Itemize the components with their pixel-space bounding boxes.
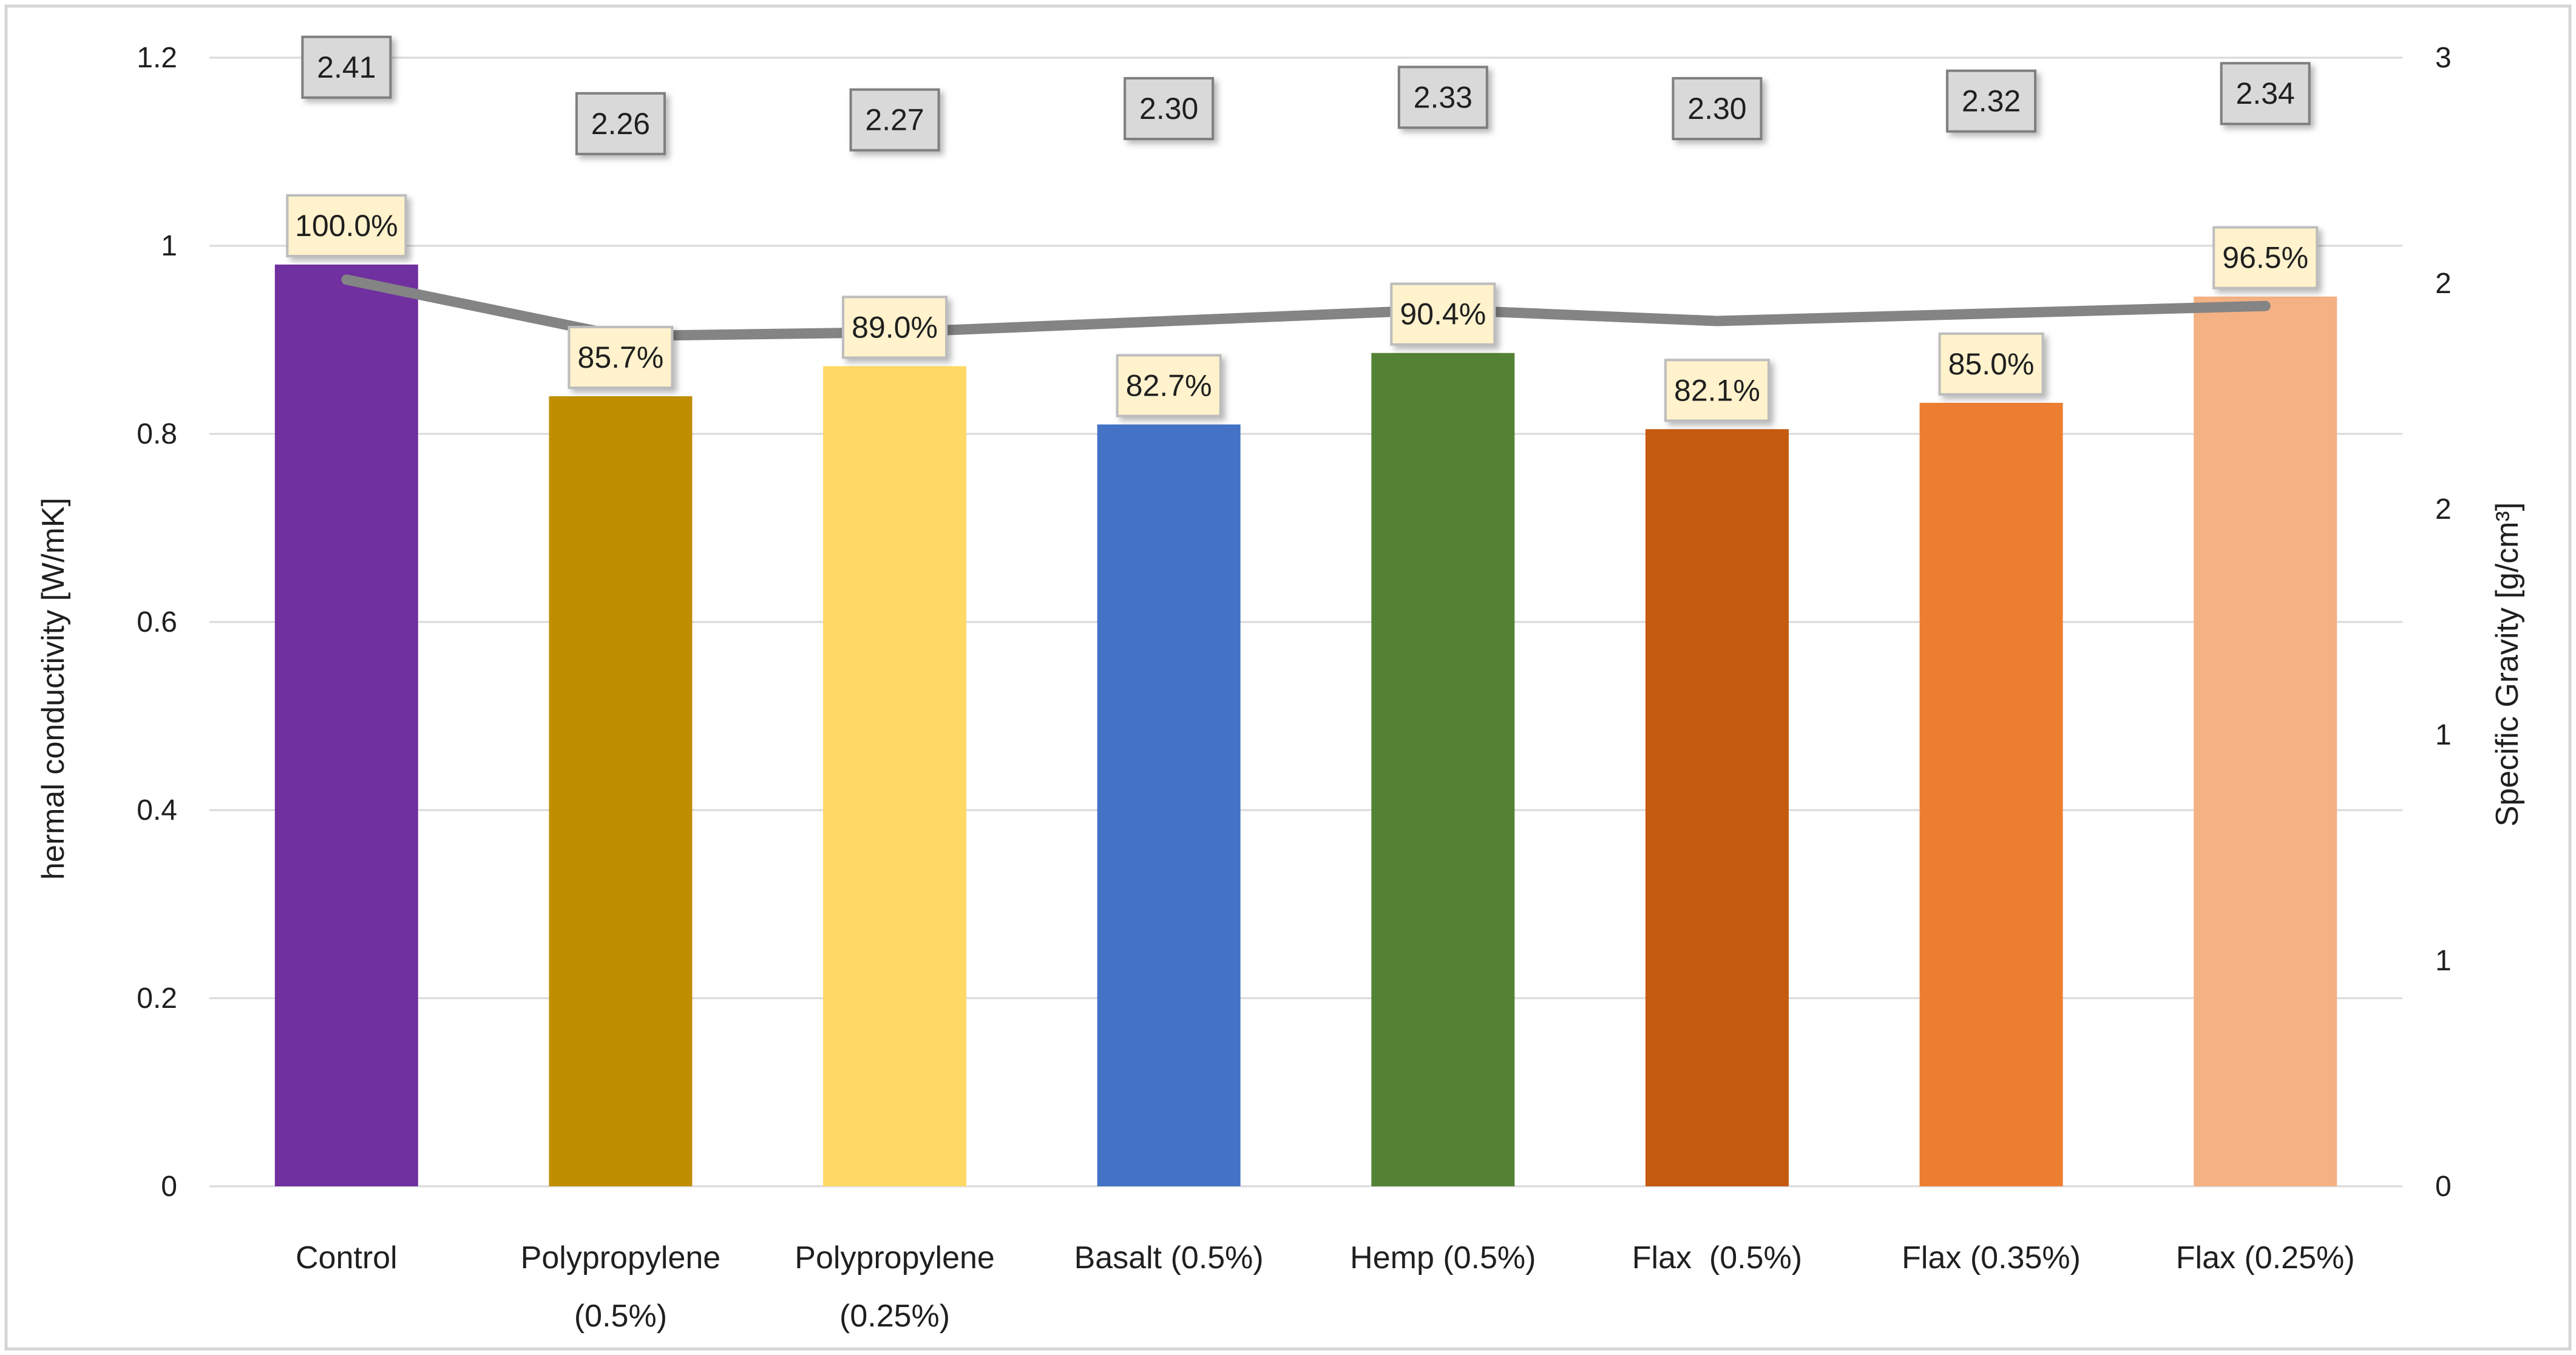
line-label: 2.26 (575, 92, 666, 155)
bar-label: 85.0% (1938, 332, 2044, 396)
bar-0 (274, 265, 418, 1186)
bar-label-text: 96.5% (2222, 241, 2308, 275)
category-label: Polypropylene (0.5%) (521, 1240, 721, 1334)
bar-label-box (1390, 282, 1496, 346)
bar-label-text: 90.4% (1400, 297, 1486, 331)
bar-data-labels: 100.0% 85.7% 89.0% 82.7% 90.4% 82.1% 85.0% 96.5… (286, 194, 2319, 422)
left-tick-label: 0.2 (137, 982, 177, 1015)
bar-label-text: 100.0% (295, 209, 398, 243)
right-tick-label: 1 (2435, 719, 2452, 751)
bar-series (274, 265, 2337, 1187)
line-label-text: 2.34 (2236, 76, 2295, 110)
line-label-box (575, 92, 666, 155)
bar-label: 90.4% (1390, 282, 1496, 346)
right-tick-label: 3 (2435, 42, 2452, 74)
bar-5 (1645, 429, 1789, 1186)
left-axis-title: hermal conductivity [W/mK] (36, 498, 71, 880)
line-label-text: 2.27 (865, 103, 924, 137)
right-tick-label: 1 (2435, 945, 2452, 977)
line-label-text: 2.41 (317, 50, 376, 84)
x-axis-category-labels: Control Polypropylene (0.5%) Polypropylene(… (296, 1240, 2355, 1334)
left-tick-label: 0 (161, 1171, 177, 1203)
bar-label-text: 85.0% (1948, 347, 2035, 381)
line-label-box (1946, 69, 2037, 133)
bar-label: 82.7% (1116, 354, 1222, 417)
bar-4 (1371, 353, 1515, 1187)
right-tick-label: 2 (2435, 493, 2452, 525)
bar-label: 89.0% (842, 296, 948, 359)
bar-label-box (1116, 354, 1222, 417)
bar-label-box (2212, 226, 2319, 289)
category-label: Hemp (0.5%) (1350, 1240, 1536, 1276)
line-label-box (301, 35, 392, 99)
bar-label-text: 82.7% (1126, 369, 1212, 403)
left-tick-label: 0.8 (137, 418, 177, 450)
category-label: Control (296, 1240, 398, 1276)
bar-label-text: 89.0% (852, 310, 938, 344)
line-label-text: 2.26 (591, 107, 650, 141)
left-tick-label: 0.6 (137, 606, 177, 638)
line-label: 2.32 (1946, 69, 2037, 133)
bar-label-box (1664, 359, 1770, 422)
line-label: 2.30 (1672, 77, 1763, 140)
bar-1 (549, 396, 693, 1186)
left-tick-label: 0.4 (137, 794, 177, 826)
right-axis-ticks: 0 1 1 2 2 3 (2435, 42, 2452, 1203)
line-label: 2.41 (301, 35, 392, 99)
category-label: Flax (0.5%) (1632, 1240, 1802, 1276)
bar-2 (823, 366, 967, 1186)
bar-label-box (286, 194, 407, 257)
line-label-text: 2.32 (1962, 84, 2021, 118)
category-label: Polypropylene (0.25%) (795, 1240, 995, 1334)
right-tick-label: 0 (2435, 1171, 2452, 1203)
line-label-text: 2.33 (1414, 80, 1473, 114)
bar-label-box (1938, 332, 2044, 396)
bar-3 (1097, 424, 1241, 1186)
line-data-labels: 2.41 2.26 2.27 2.30 2.33 2.30 2.32 2.34 (301, 35, 2311, 155)
right-axis-title: Specific Gravity [g/cm³] (2490, 502, 2525, 827)
chart-frame-border (4, 4, 2572, 1351)
right-tick-label: 2 (2435, 268, 2452, 300)
left-tick-label: 1.2 (137, 42, 177, 74)
bar-label: 96.5% (2212, 226, 2319, 289)
category-label: Basalt (0.5%) (1074, 1240, 1264, 1276)
line-label-box (2220, 62, 2311, 126)
category-label: Flax (0.25%) (2176, 1240, 2355, 1276)
bar-label-text: 85.7% (578, 340, 664, 374)
left-axis-ticks: 0 0.2 0.4 0.6 0.8 1 1.2 (137, 42, 177, 1203)
line-label-text: 2.30 (1139, 92, 1198, 126)
category-label: Flax (0.35%) (1902, 1240, 2081, 1276)
bar-label: 82.1% (1664, 359, 1770, 422)
bar-label: 100.0% (286, 194, 407, 257)
line-label-box (1397, 66, 1488, 129)
line-label-text: 2.30 (1687, 92, 1746, 126)
line-label-box (1672, 77, 1763, 140)
line-label: 2.27 (849, 88, 940, 152)
bar-label-text: 82.1% (1674, 373, 1760, 407)
bar-label-box (842, 296, 948, 359)
bar-label: 85.7% (568, 326, 674, 389)
line-label: 2.34 (2220, 62, 2311, 126)
line-label-box (1124, 77, 1215, 140)
bar-6 (1919, 402, 2063, 1186)
bar-7 (2194, 296, 2337, 1187)
line-label-box (849, 88, 940, 152)
bar-label-box (568, 326, 674, 389)
line-label: 2.30 (1124, 77, 1215, 140)
left-tick-label: 1 (161, 230, 177, 262)
line-label: 2.33 (1397, 66, 1488, 129)
